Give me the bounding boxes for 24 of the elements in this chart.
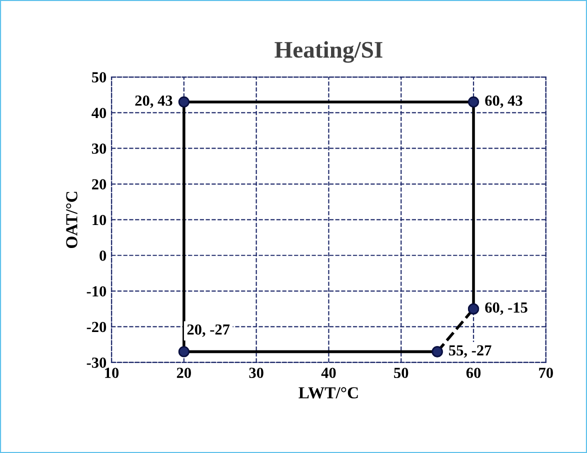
y-axis-title: OAT/°C xyxy=(66,192,78,248)
x-tick-label: 10 xyxy=(105,368,119,378)
y-tick-label: 40 xyxy=(92,108,106,118)
data-label: 60, 43 xyxy=(485,95,522,108)
x-tick-label: 20 xyxy=(176,368,191,378)
data-label: 55, -27 xyxy=(449,345,492,358)
y-tick-label: 50 xyxy=(92,72,106,82)
data-label: 60, -15 xyxy=(485,302,528,315)
y-tick-label: 20 xyxy=(92,179,106,190)
x-tick-label: 60 xyxy=(466,368,481,378)
chart-title: Heating/SI xyxy=(274,41,382,63)
x-tick-label: 70 xyxy=(539,368,553,378)
y-tick-label: -20 xyxy=(86,322,106,332)
y-tick-label: 0 xyxy=(100,250,106,261)
y-tick-label: -10 xyxy=(86,286,106,297)
data-label: 20, 43 xyxy=(135,95,172,108)
x-tick-label: 30 xyxy=(249,368,264,378)
data-label: 20, -27 xyxy=(187,324,230,337)
y-tick-label: 10 xyxy=(92,214,106,226)
x-tick-label: 40 xyxy=(321,368,336,378)
y-tick-label: 30 xyxy=(92,144,106,154)
x-axis-title: LWT/°C xyxy=(298,387,358,398)
y-tick-label: -30 xyxy=(86,358,106,368)
x-tick-label: 50 xyxy=(394,368,408,378)
